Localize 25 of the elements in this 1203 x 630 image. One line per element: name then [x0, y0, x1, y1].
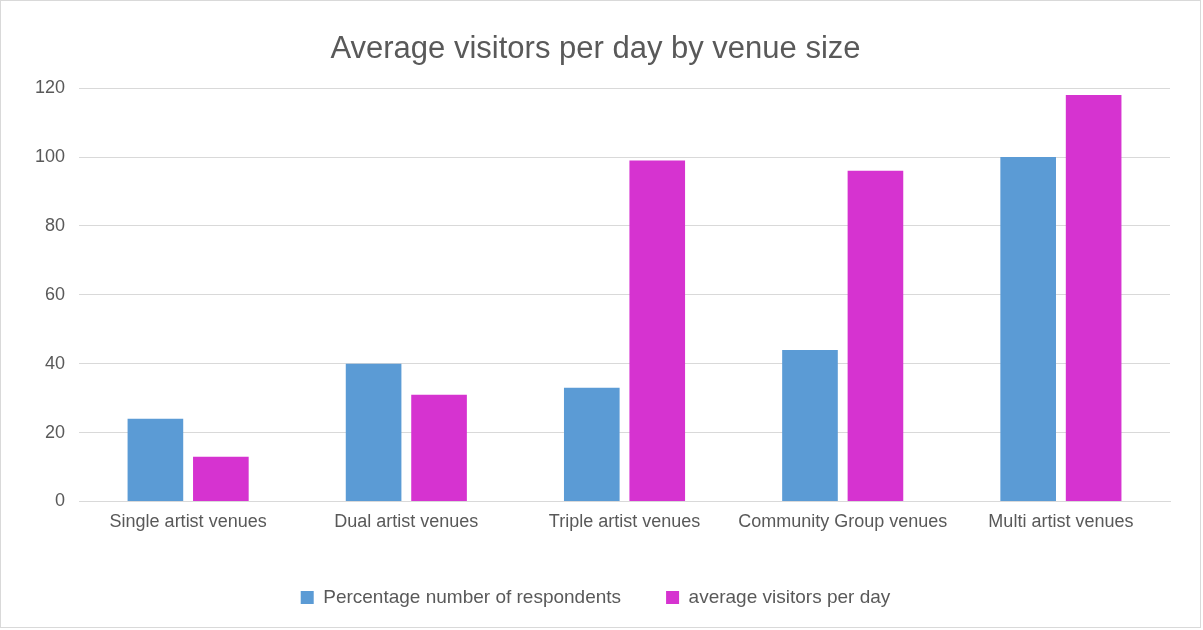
y-tick-label: 0 — [55, 490, 66, 511]
x-tick-label: Community Group venues — [738, 511, 948, 532]
bar — [345, 363, 402, 501]
bar — [1000, 157, 1056, 501]
y-tick-label: 40 — [45, 352, 66, 373]
bar — [193, 456, 249, 501]
y-tick-label: 60 — [45, 283, 66, 304]
bar — [629, 160, 686, 501]
x-tick-label: Triple artist venues — [548, 511, 701, 532]
x-tick-label: Multi artist venues — [988, 511, 1134, 532]
x-tick-label: Single artist venues — [109, 511, 267, 532]
bar — [127, 418, 184, 501]
y-tick-label: 120 — [34, 77, 66, 98]
y-tick-label: 20 — [45, 421, 66, 442]
bar — [782, 349, 838, 501]
bar — [411, 394, 467, 501]
bar — [563, 387, 620, 501]
bar — [847, 170, 904, 501]
bar — [1065, 95, 1122, 501]
chart-title: Average visitors per day by venue size — [330, 30, 861, 66]
y-tick-label: 100 — [34, 146, 66, 167]
legend-label: average visitors per day — [688, 585, 891, 607]
y-tick-label: 80 — [45, 214, 66, 235]
x-tick-label: Dual artist venues — [334, 511, 479, 532]
legend-label: Percentage number of respondents — [323, 585, 622, 607]
